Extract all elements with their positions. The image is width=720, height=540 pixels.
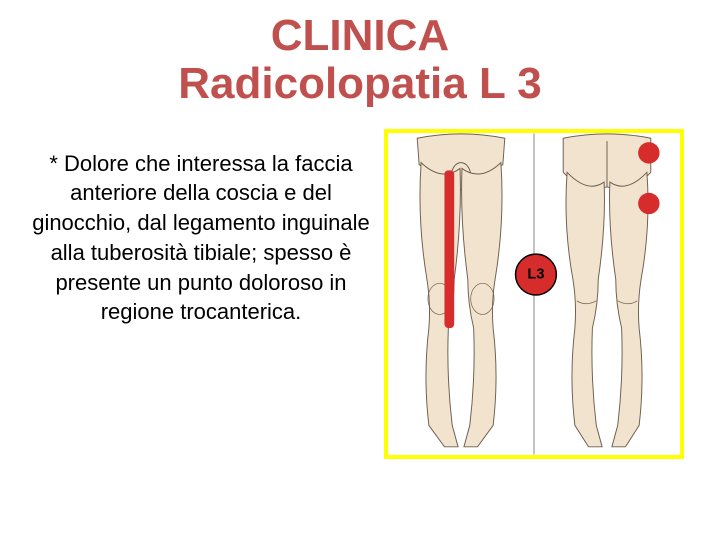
title-line-2: Radicolopatia L 3 <box>0 60 720 108</box>
posterior-right-leg <box>610 172 648 446</box>
pain-band <box>444 170 454 328</box>
anterior-right-leg <box>462 162 502 446</box>
anterior-left-leg <box>420 162 460 446</box>
title-line-1: CLINICA <box>0 12 720 60</box>
l3-badge: L3 <box>516 254 557 295</box>
anatomy-figure: L3 <box>384 129 684 459</box>
figure-column: L3 <box>384 129 694 459</box>
anatomy-svg: L3 <box>388 133 680 455</box>
content-row: * Dolore che interessa la faccia anterio… <box>0 129 720 459</box>
anterior-legs <box>417 134 505 447</box>
l3-badge-text: L3 <box>527 266 544 282</box>
posterior-legs <box>563 134 651 447</box>
trochanter-dot-2 <box>638 193 659 214</box>
trochanter-dot-1 <box>638 142 659 163</box>
title-block: CLINICA Radicolopatia L 3 <box>0 0 720 109</box>
posterior-left-leg <box>566 172 604 446</box>
body-text: * Dolore che interessa la faccia anterio… <box>0 129 380 327</box>
